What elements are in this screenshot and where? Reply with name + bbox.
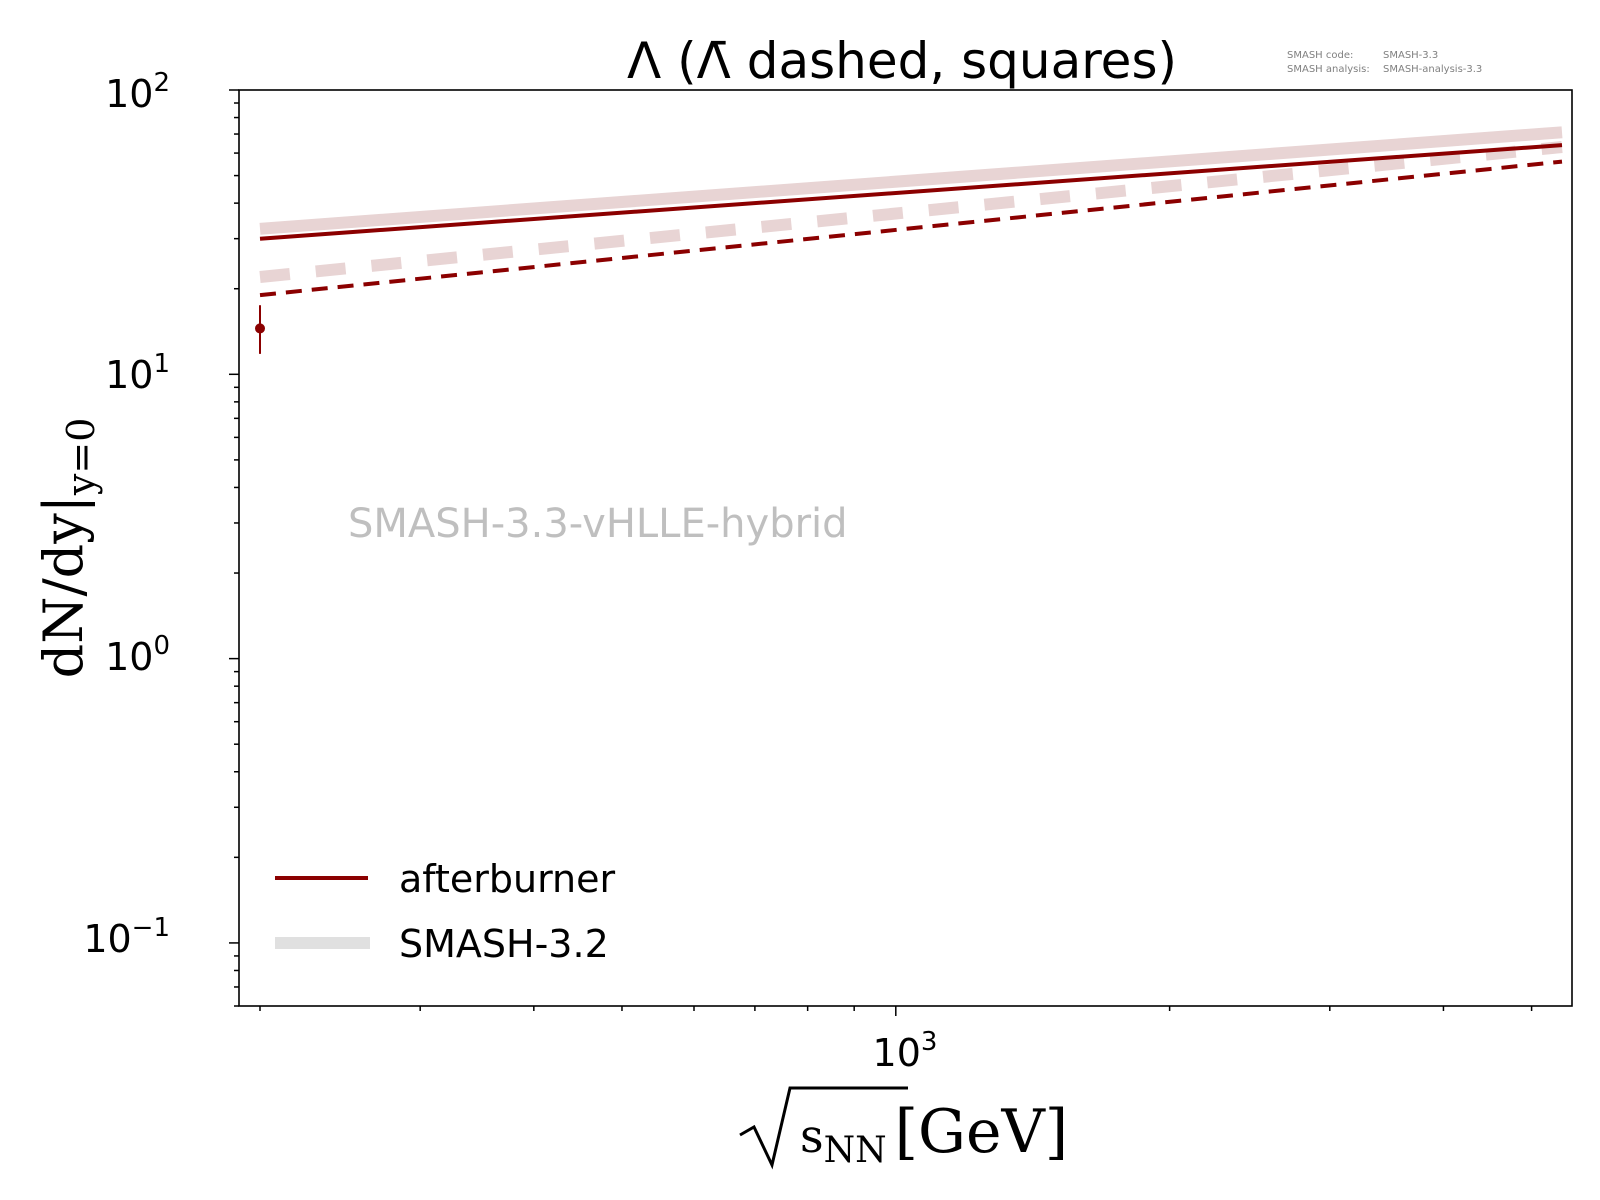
series-line-smash32-solid xyxy=(259,126,1563,235)
series-line-smash32-dashed xyxy=(259,141,1563,283)
series-line-afterburner-dashed xyxy=(259,159,1563,298)
meta-code-value: SMASH-3.3 xyxy=(1383,50,1438,61)
y-tick-label-100: 102 xyxy=(105,68,170,116)
x-tick-label-1000: 103 xyxy=(873,1027,938,1075)
chart-title: Λ (Λ̄ dashed, squares) xyxy=(627,32,1177,90)
y-tick-label-10: 101 xyxy=(105,349,170,397)
meta-analysis-value: SMASH-analysis-3.3 xyxy=(1383,64,1482,75)
y-tick-labels: 10−1 100 101 102 xyxy=(83,68,170,961)
ticks-layer xyxy=(229,89,1533,1016)
legend-label-afterburner: afterburner xyxy=(399,857,616,901)
series-layer xyxy=(259,126,1563,298)
meta-code-key: SMASH code: xyxy=(1287,50,1353,61)
legend-label-smash32: SMASH-3.2 xyxy=(399,922,609,966)
data-points-layer xyxy=(255,305,265,354)
meta-analysis-key: SMASH analysis: xyxy=(1287,64,1370,75)
plot-frame xyxy=(238,89,1573,1007)
x-axis-label-text: sNN [GeV] xyxy=(800,1097,1068,1171)
legend: afterburner SMASH-3.2 xyxy=(275,857,616,966)
series-line-afterburner-solid xyxy=(259,143,1563,241)
data-point-0 xyxy=(255,323,265,334)
y-tick-label-1: 100 xyxy=(105,631,170,679)
watermark-text: SMASH-3.3-vHLLE-hybrid xyxy=(348,501,848,547)
sqrt-sign xyxy=(739,1086,908,1170)
x-axis-label: sNN [GeV] xyxy=(739,1086,1068,1171)
meta-info: SMASH code: SMASH-3.3 SMASH analysis: SM… xyxy=(1287,50,1482,75)
y-tick-label-0.1: 10−1 xyxy=(83,913,170,961)
y-axis-label: dN/dy|y=0 xyxy=(32,418,103,679)
